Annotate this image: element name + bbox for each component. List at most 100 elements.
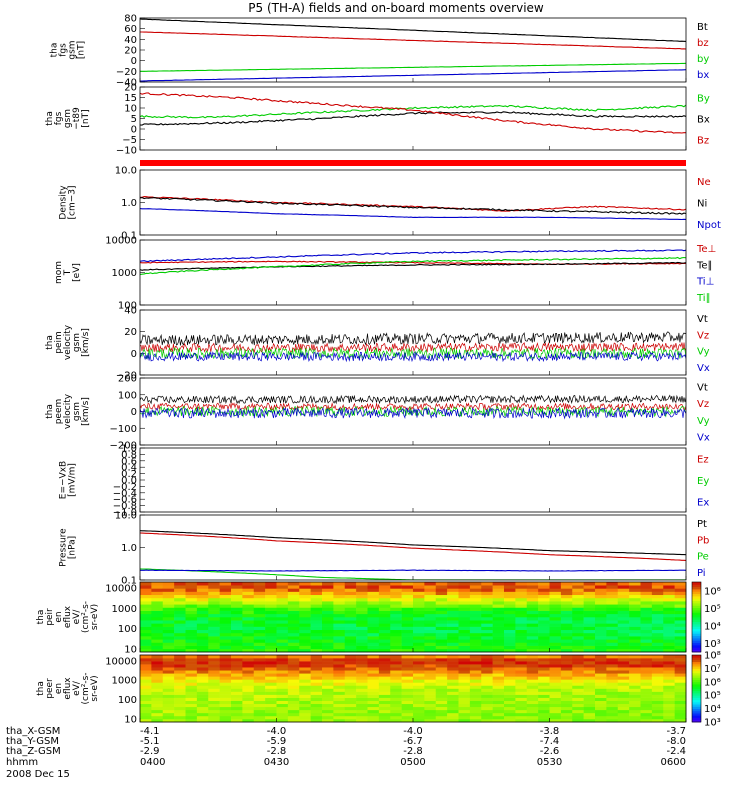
cell-peir_en_eflux xyxy=(674,610,687,615)
cell-peer_en_eflux xyxy=(413,682,425,686)
cell-peir_en_eflux xyxy=(515,617,528,621)
cell-peer_en_eflux xyxy=(595,718,607,723)
colorbar-step-peer_en_eflux xyxy=(692,695,701,698)
cell-peir_en_eflux xyxy=(492,597,505,602)
cell-peer_en_eflux xyxy=(151,673,164,677)
cell-peir_en_eflux xyxy=(174,601,186,605)
ylabel-density-0: Density xyxy=(59,185,69,220)
cell-peer_en_eflux xyxy=(185,691,198,695)
cell-peer_en_eflux xyxy=(606,664,619,668)
cell-peer_en_eflux xyxy=(174,673,186,677)
cell-peer_en_eflux xyxy=(469,664,482,668)
cell-peir_en_eflux xyxy=(344,585,357,589)
cell-peer_en_eflux xyxy=(617,703,630,708)
ylabel-peir_en_eflux-0: tha xyxy=(36,610,46,625)
ephemeris-value-3-1: 0430 xyxy=(264,757,289,768)
cell-peer_en_eflux xyxy=(276,691,289,695)
cell-peer_en_eflux xyxy=(674,655,687,659)
cell-peer_en_eflux xyxy=(674,703,687,708)
cell-peer_en_eflux xyxy=(447,673,459,677)
cell-peir_en_eflux xyxy=(287,639,300,643)
colorbar-step-peer_en_eflux xyxy=(692,713,701,716)
cell-peir_en_eflux xyxy=(162,620,175,624)
series-fgs_gsm-by xyxy=(140,62,686,72)
cell-peer_en_eflux xyxy=(242,682,255,686)
cell-peir_en_eflux xyxy=(504,632,516,637)
cell-peir_en_eflux xyxy=(151,645,164,650)
cell-peer_en_eflux xyxy=(333,691,346,695)
cell-peir_en_eflux xyxy=(344,623,357,627)
cell-peer_en_eflux xyxy=(413,694,425,698)
cell-peer_en_eflux xyxy=(367,709,380,714)
cell-peer_en_eflux xyxy=(310,670,323,674)
cell-peer_en_eflux xyxy=(196,658,209,662)
cell-peir_en_eflux xyxy=(196,642,209,646)
cell-peer_en_eflux xyxy=(219,694,232,698)
cell-peir_en_eflux xyxy=(151,636,164,640)
cell-peer_en_eflux xyxy=(663,655,675,659)
cell-peer_en_eflux xyxy=(504,658,516,662)
cell-peer_en_eflux xyxy=(526,715,539,720)
cell-peir_en_eflux xyxy=(583,607,596,611)
cell-peer_en_eflux xyxy=(196,709,209,714)
cell-peer_en_eflux xyxy=(572,712,584,717)
cell-peir_en_eflux xyxy=(287,645,300,650)
cell-peer_en_eflux xyxy=(560,712,573,717)
cell-peer_en_eflux xyxy=(356,685,368,689)
cell-peir_en_eflux xyxy=(538,585,550,589)
cell-peer_en_eflux xyxy=(435,691,448,695)
cell-peer_en_eflux xyxy=(231,709,243,714)
cell-peer_en_eflux xyxy=(640,673,653,677)
cell-peer_en_eflux xyxy=(481,673,493,677)
cell-peir_en_eflux xyxy=(242,588,255,592)
cell-peer_en_eflux xyxy=(424,703,437,708)
cell-peer_en_eflux xyxy=(322,661,334,665)
cell-peir_en_eflux xyxy=(549,585,562,589)
cell-peer_en_eflux xyxy=(515,655,528,659)
cell-peir_en_eflux xyxy=(651,642,664,646)
cell-peir_en_eflux xyxy=(196,645,209,650)
cell-peir_en_eflux xyxy=(401,632,414,637)
cell-peer_en_eflux xyxy=(469,715,482,720)
cell-peer_en_eflux xyxy=(663,715,675,720)
cell-peer_en_eflux xyxy=(413,676,425,680)
cell-peer_en_eflux xyxy=(583,670,596,674)
cell-peer_en_eflux xyxy=(390,682,402,686)
cell-peir_en_eflux xyxy=(276,639,289,643)
cell-peir_en_eflux xyxy=(287,601,300,605)
cell-peer_en_eflux xyxy=(413,685,425,689)
cell-peer_en_eflux xyxy=(322,664,334,668)
cell-peer_en_eflux xyxy=(287,709,300,714)
cell-peir_en_eflux xyxy=(322,597,334,602)
cell-peer_en_eflux xyxy=(344,694,357,698)
cell-peer_en_eflux xyxy=(310,673,323,677)
cell-peer_en_eflux xyxy=(640,709,653,714)
cell-peir_en_eflux xyxy=(333,642,346,646)
cell-peer_en_eflux xyxy=(583,706,596,711)
cell-peir_en_eflux xyxy=(287,629,300,634)
cell-peer_en_eflux xyxy=(492,700,505,705)
cell-peir_en_eflux xyxy=(583,613,596,618)
cell-peir_en_eflux xyxy=(424,629,437,634)
ytick-label-fgs_dt89-3: 5 xyxy=(131,114,137,125)
cell-peer_en_eflux xyxy=(515,697,528,701)
ephemeris-value-0-1: -4.0 xyxy=(267,726,287,737)
cell-peer_en_eflux xyxy=(401,715,414,720)
cell-peir_en_eflux xyxy=(174,626,186,631)
cell-peir_en_eflux xyxy=(310,623,323,627)
cell-peer_en_eflux xyxy=(276,670,289,674)
cell-peer_en_eflux xyxy=(344,706,357,711)
cell-peer_en_eflux xyxy=(367,703,380,708)
cell-peer_en_eflux xyxy=(367,700,380,705)
cell-peer_en_eflux xyxy=(344,703,357,708)
cell-peir_en_eflux xyxy=(413,594,425,599)
cell-peir_en_eflux xyxy=(378,613,391,618)
cell-peer_en_eflux xyxy=(208,679,220,683)
cell-peir_en_eflux xyxy=(276,601,289,605)
colorbar-label-peir_en_eflux-0: 10³ xyxy=(704,639,721,650)
colorbar-step-peer_en_eflux xyxy=(692,692,701,696)
cell-peir_en_eflux xyxy=(401,585,414,589)
cell-peer_en_eflux xyxy=(538,655,550,659)
cell-peer_en_eflux xyxy=(299,655,311,659)
